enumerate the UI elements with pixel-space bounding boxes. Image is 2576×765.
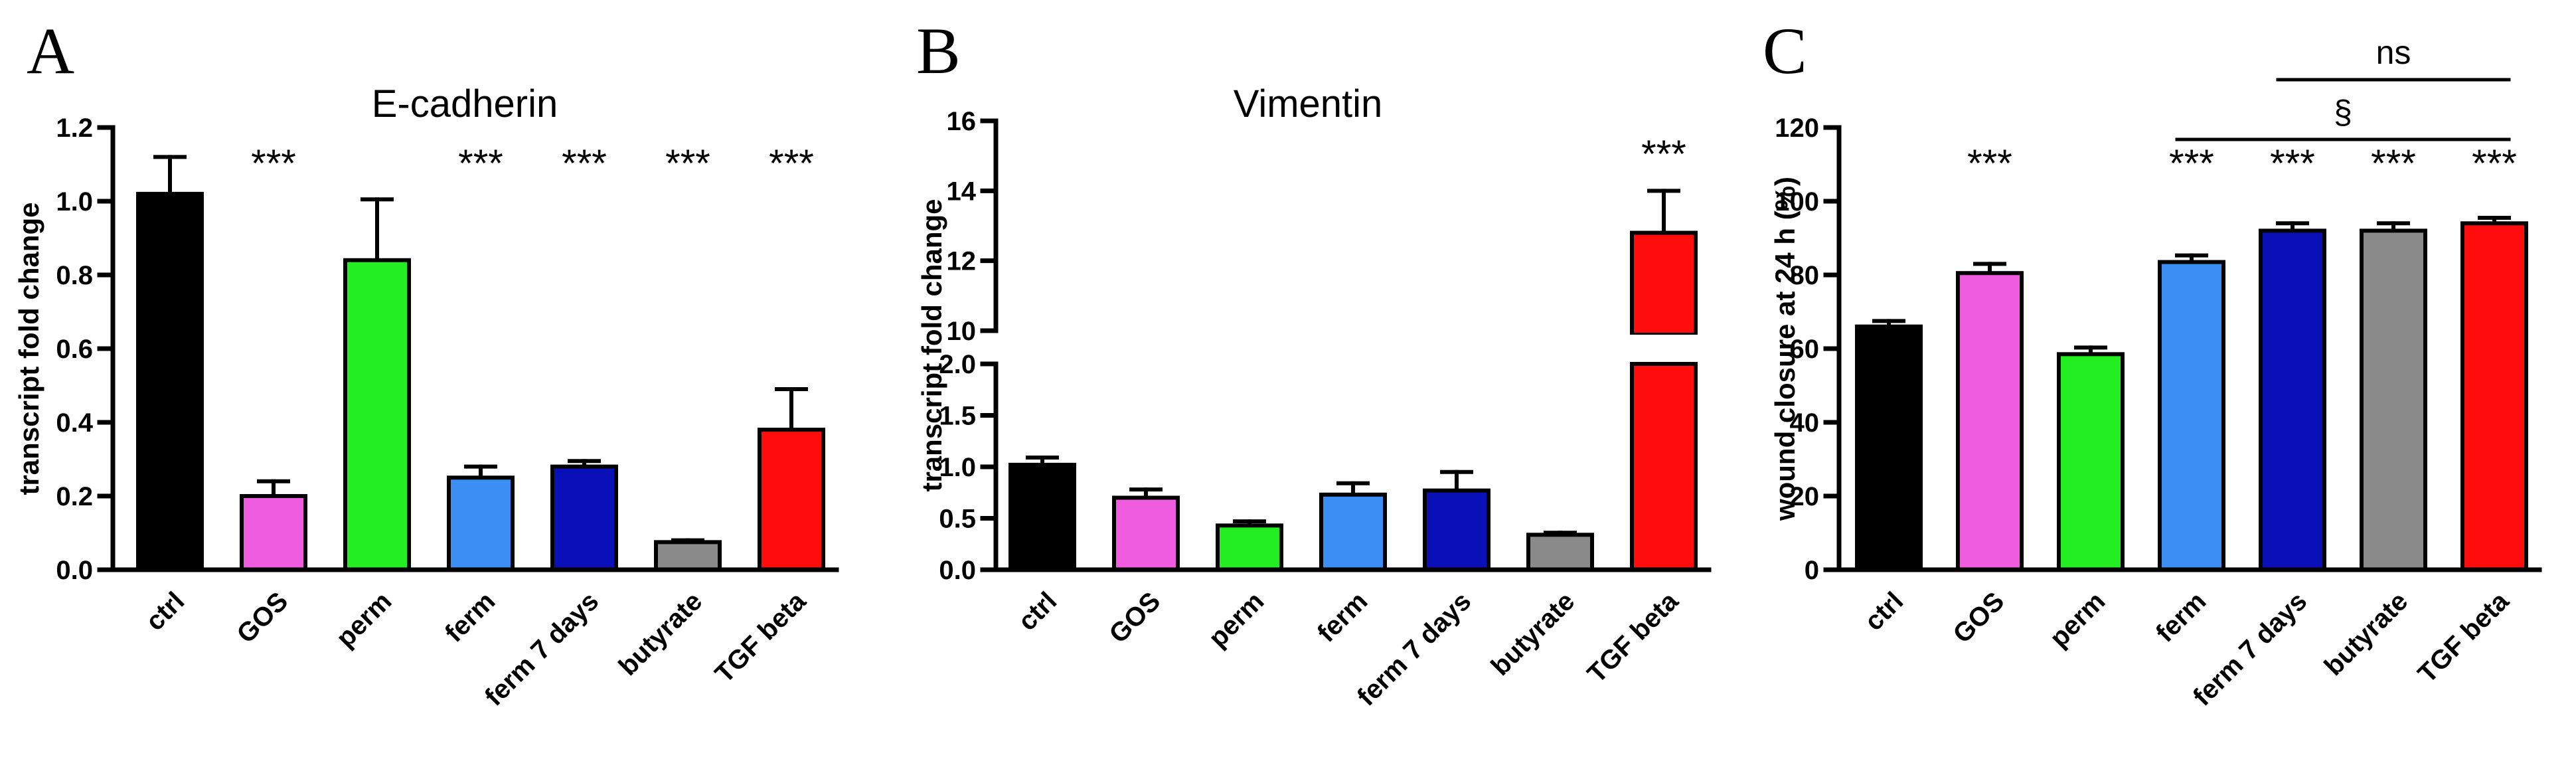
bar-ferm (1319, 492, 1387, 572)
bar-ctrl (1008, 462, 1076, 572)
bar-gos (1112, 495, 1180, 572)
significance-marker: *** (1641, 133, 1686, 176)
y-tick-label: 100 (1775, 187, 1819, 216)
significance-marker: *** (1967, 142, 2012, 185)
bracket-label: § (2334, 94, 2352, 131)
y-tick-label: 120 (1775, 114, 1819, 143)
y-tick-label: 0 (1805, 556, 1819, 585)
y-tick-label: 80 (1790, 261, 1820, 290)
y-axis-label: wound closure at 24 h (%) (1769, 177, 1801, 521)
axis-break-gap (1627, 335, 1701, 361)
y-tick-label: 0.4 (56, 408, 93, 438)
bar-butyrate (1526, 533, 1594, 572)
y-tick-label: 0.2 (56, 482, 93, 511)
bar-perm (343, 258, 411, 572)
panel-letter: B (916, 14, 961, 88)
significance-marker: *** (2472, 142, 2517, 185)
y-tick-label: 20 (1790, 482, 1820, 511)
bar-ferm-7-days (2259, 228, 2326, 572)
y-axis-label: transcript fold change (916, 199, 947, 491)
y-tick-label: 1.0 (56, 187, 93, 216)
y-tick-label: 0.8 (56, 261, 93, 290)
y-tick-label: 12 (947, 247, 977, 276)
significance-marker: *** (562, 142, 607, 185)
bar-ferm (447, 475, 515, 572)
bar-perm (1216, 523, 1283, 572)
chart-title: Vimentin (1234, 82, 1383, 126)
bar-butyrate (654, 540, 722, 572)
y-tick-label: 0.0 (939, 556, 976, 585)
bar-ferm-7-days (1423, 488, 1490, 572)
y-tick-label: 1.0 (939, 453, 976, 482)
y-tick-label: 14 (947, 177, 977, 206)
bar-gos (240, 494, 307, 572)
bar-tgf-beta-lower (1630, 362, 1698, 572)
significance-marker: *** (458, 142, 503, 185)
chart-title: E-cadherin (372, 82, 558, 126)
y-tick-label: 10 (947, 317, 977, 346)
y-tick-label: 1.2 (56, 114, 93, 143)
bar-gos (1956, 271, 2024, 572)
y-tick-label: 40 (1790, 408, 1820, 438)
significance-marker: *** (251, 142, 296, 185)
bar-tgf-beta-upper (1630, 230, 1698, 337)
bar-tgf-beta (758, 428, 825, 572)
y-tick-label: 60 (1790, 335, 1820, 364)
y-tick-label: 0.0 (56, 556, 93, 585)
bar-ctrl (136, 191, 204, 572)
significance-marker: *** (2270, 142, 2315, 185)
bar-perm (2057, 352, 2125, 572)
bar-ferm-7-days (550, 464, 618, 572)
y-axis-label: transcript fold change (13, 202, 44, 495)
significance-marker: *** (2169, 142, 2214, 185)
bar-ctrl (1855, 324, 1923, 572)
bracket-label: ns (2376, 34, 2411, 71)
significance-marker: *** (769, 142, 814, 185)
y-tick-label: 2.0 (939, 350, 976, 379)
bar-butyrate (2360, 228, 2427, 572)
panel-letter: A (27, 14, 74, 88)
y-tick-label: 16 (947, 107, 977, 136)
y-tick-label: 0.6 (56, 335, 93, 364)
significance-marker: *** (665, 142, 710, 185)
bar-tgf-beta (2460, 221, 2528, 572)
bar-ferm (2158, 260, 2225, 572)
significance-marker: *** (2371, 142, 2416, 185)
y-tick-label: 1.5 (939, 402, 976, 431)
panel-letter: C (1763, 14, 1807, 88)
y-tick-label: 0.5 (939, 505, 976, 534)
